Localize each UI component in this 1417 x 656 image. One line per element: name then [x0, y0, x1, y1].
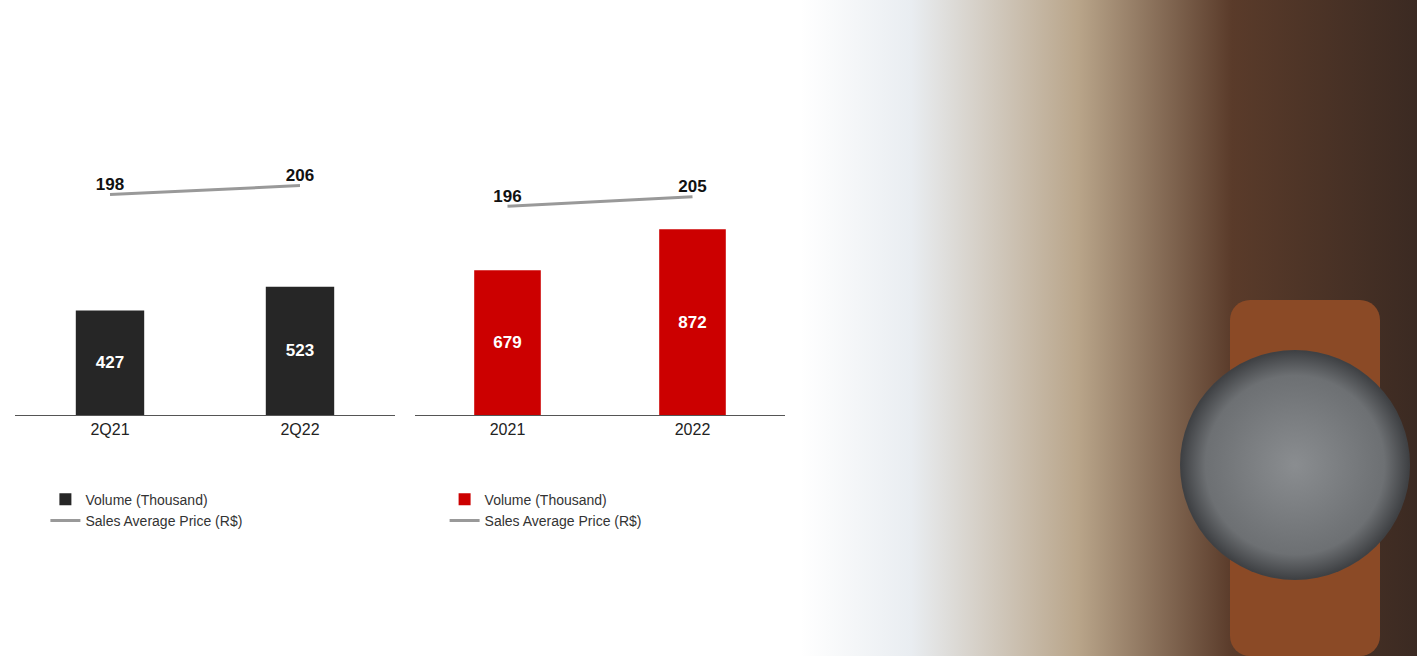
svg-text:2021: 2021 — [490, 421, 526, 438]
svg-text:Volume (Thousand): Volume (Thousand) — [485, 492, 607, 508]
svg-text:198: 198 — [96, 175, 124, 194]
svg-text:679: 679 — [493, 333, 521, 352]
svg-text:2022: 2022 — [675, 421, 711, 438]
svg-text:2Q22: 2Q22 — [280, 421, 319, 438]
svg-text:206: 206 — [286, 166, 314, 185]
svg-text:196: 196 — [493, 187, 521, 206]
svg-text:205: 205 — [678, 177, 706, 196]
svg-text:Volume (Thousand): Volume (Thousand) — [85, 492, 207, 508]
svg-text:Sales Average Price (R$): Sales Average Price (R$) — [85, 513, 242, 529]
svg-text:2Q21: 2Q21 — [90, 421, 129, 438]
svg-text:523: 523 — [286, 341, 314, 360]
svg-text:Sales Average Price (R$): Sales Average Price (R$) — [485, 513, 642, 529]
svg-text:427: 427 — [96, 353, 124, 372]
svg-text:872: 872 — [678, 313, 706, 332]
